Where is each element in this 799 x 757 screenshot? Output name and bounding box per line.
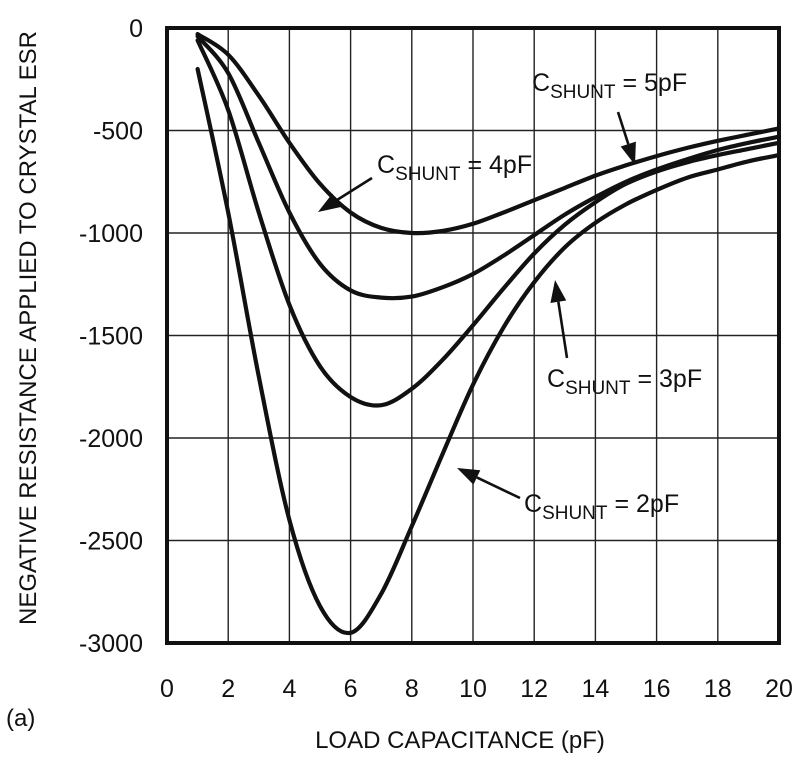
series-line-cshunt-5pf [195,32,782,236]
series-label-cshunt-3pf: CSHUNT = 3pF [547,365,702,399]
grid-lines [166,27,780,644]
y-tick-label: -1500 [79,323,143,351]
y-tick-label: -2500 [79,528,143,556]
y-tick-label: -3000 [79,630,143,658]
pointer-shaft [335,176,373,202]
y-axis-title: NEGATIVE RESISTANCE APPLIED TO CRYSTAL E… [15,31,42,625]
series-label-suffix: = 2pF [608,490,680,518]
x-tick-label: 12 [520,675,548,703]
y-tick-labels: 0 -500 -1000 -1500 -2000 -2500 -3000 [79,15,143,658]
series-label-cshunt-5pf: CSHUNT = 5pF [532,69,687,103]
series-label-suffix: = 5pF [616,69,688,97]
series-label-pointers [318,111,636,500]
pointer-shaft [476,476,521,500]
series-label-suffix: = 4pF [461,151,533,179]
series-label-subscript: SHUNT [565,378,631,399]
plot-frame [165,26,781,645]
arrowhead-icon [620,141,636,165]
arrowhead-icon [550,280,567,303]
y-tick-label: -500 [93,118,143,146]
series-label-subscript: SHUNT [395,164,461,185]
y-tick-label: 0 [129,15,143,43]
series-label-cshunt-2pf: CSHUNT = 2pF [524,490,679,524]
series-label-prefix: C [532,69,550,97]
y-tick-label: -2000 [79,425,143,453]
series-label-suffix: = 3pF [631,365,703,393]
x-tick-label: 8 [405,675,419,703]
series-label-prefix: C [547,365,565,393]
x-tick-label: 20 [765,675,793,703]
panel-label: (a) [6,705,35,732]
series-lines [195,32,782,636]
y-tick-label: -1000 [79,220,143,248]
x-tick-label: 4 [282,675,296,703]
x-tick-label: 14 [581,675,609,703]
x-tick-labels: 0 2 4 6 8 10 12 14 16 18 20 [160,675,793,703]
x-tick-label: 6 [344,675,358,703]
pointer-shaft [557,301,569,359]
x-tick-label: 2 [221,675,235,703]
pointer-shaft [616,111,630,145]
x-tick-label: 16 [643,675,671,703]
x-axis-title: LOAD CAPACITANCE (pF) [315,727,605,754]
arrowhead-icon [318,193,341,212]
series-label-subscript: SHUNT [550,82,616,103]
x-tick-label: 18 [704,675,732,703]
arrowhead-icon [457,468,481,485]
series-label-prefix: C [524,490,542,518]
series-label-cshunt-4pf: CSHUNT = 4pF [377,151,532,185]
x-tick-label: 10 [459,675,487,703]
series-line-cshunt-2pf [195,66,782,636]
x-tick-label: 0 [160,675,174,703]
series-label-subscript: SHUNT [542,503,608,524]
series-line-cshunt-4pf [195,34,782,301]
series-label-prefix: C [377,151,395,179]
series-line-cshunt-3pf [195,38,782,408]
